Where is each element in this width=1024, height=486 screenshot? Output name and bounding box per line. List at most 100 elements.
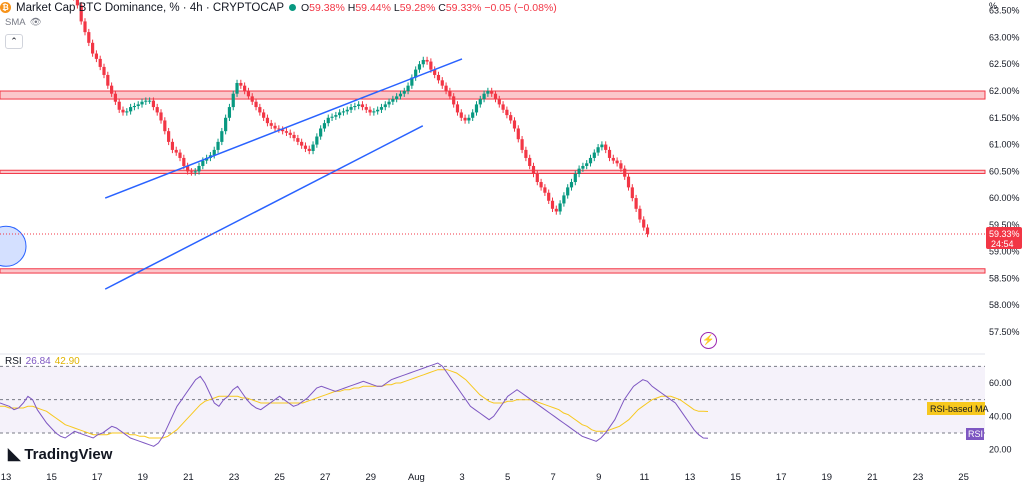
candle-body	[193, 171, 197, 173]
candle-body	[558, 203, 562, 212]
candle-body	[258, 107, 262, 113]
candle-body	[243, 85, 247, 92]
sma-indicator-label[interactable]: SMA 👁	[5, 17, 42, 28]
last-price-tag	[986, 226, 1022, 249]
market-status-icon	[289, 4, 296, 11]
candle-body	[490, 91, 494, 94]
candle-body	[600, 144, 604, 148]
candle-body	[581, 165, 585, 169]
candle-body	[596, 147, 600, 153]
candle-body	[246, 91, 251, 97]
candle-body	[91, 42, 95, 54]
candle-body	[296, 138, 300, 142]
time-tick-label: 19	[822, 472, 833, 483]
candle-body	[144, 100, 148, 102]
candle-body	[497, 99, 501, 105]
candle-body	[341, 111, 346, 113]
time-tick-label: 13	[685, 472, 696, 483]
candle-body	[383, 104, 387, 108]
candle-body	[486, 91, 490, 94]
candle-body	[322, 123, 327, 129]
candle-body	[611, 157, 615, 161]
candle-body	[113, 93, 118, 102]
channel-upper-line	[104, 58, 463, 199]
candle-body	[182, 157, 186, 166]
flash-icon[interactable]: ⚡	[700, 332, 717, 349]
candle-body	[235, 82, 239, 94]
candle-body	[189, 171, 194, 173]
symbol-title[interactable]: Market Cap BTC Dominance, % · 4h · CRYPT…	[16, 1, 284, 14]
candle-body	[79, 5, 83, 22]
candle-body	[288, 132, 292, 135]
candle-body	[364, 107, 368, 110]
candle-body	[623, 168, 627, 177]
candle-body	[554, 208, 558, 212]
price-tick-label: 59.00%	[989, 247, 1020, 257]
price-tick-label: 61.50%	[989, 113, 1020, 123]
collapse-legend-button[interactable]: ⌃	[5, 34, 23, 49]
rsi-legend[interactable]: RSI 26.84 42.90	[5, 356, 80, 367]
candle-body	[634, 198, 638, 209]
candle-body	[273, 125, 277, 129]
candle-body	[269, 123, 273, 126]
time-tick-label: Aug	[408, 472, 425, 483]
last-price-value: 59.33%	[989, 229, 1020, 239]
candle-body	[277, 128, 281, 130]
candle-body	[262, 112, 266, 118]
candle-body	[626, 176, 631, 188]
candle-body	[125, 111, 129, 113]
candle-body	[307, 148, 311, 151]
countdown-value: 24:54	[991, 239, 1014, 249]
candle-body	[425, 59, 429, 62]
time-tick-label: 17	[776, 472, 787, 483]
candle-body	[607, 149, 612, 158]
candle-body	[478, 99, 482, 105]
candle-body	[493, 93, 498, 100]
candle-body	[539, 182, 543, 188]
candle-body	[585, 163, 589, 166]
price-tick-label: 63.50%	[989, 6, 1020, 16]
time-tick-label: 7	[551, 472, 556, 483]
time-tick-label: 27	[320, 472, 331, 483]
candle-body	[83, 21, 87, 33]
candle-body	[284, 131, 289, 133]
candle-body	[239, 82, 243, 86]
candle-body	[387, 101, 391, 105]
candle-body	[132, 106, 137, 108]
candle-body	[372, 111, 376, 113]
candle-body	[94, 53, 99, 59]
candle-body	[433, 69, 437, 75]
highlight-circle	[0, 225, 27, 267]
price-axis: 63.50% 63.00% 62.50% 62.00% 61.50% 61.00% 60.5…	[986, 1, 1022, 337]
time-tick-label: 29	[366, 472, 377, 483]
time-tick-label: 19	[138, 472, 149, 483]
candle-body	[535, 174, 539, 183]
support-resistance-zones	[0, 90, 986, 274]
candle-body	[338, 112, 342, 116]
candle-body	[334, 115, 338, 117]
candle-body	[414, 69, 418, 78]
time-tick-label: 9	[596, 472, 601, 483]
price-tick-label: 62.50%	[989, 59, 1020, 69]
candle-body	[528, 157, 532, 166]
price-tick-label: 58.00%	[989, 300, 1020, 310]
time-tick-label: 11	[639, 472, 649, 483]
sr-zone-2	[0, 268, 986, 274]
candle-body	[440, 80, 444, 86]
rsi-tick-label: 40.00	[989, 411, 1012, 421]
candle-body	[474, 104, 479, 113]
rsi-ma-line	[0, 369, 709, 439]
channel-lower-line	[104, 125, 424, 290]
eye-icon[interactable]: 👁	[29, 17, 42, 28]
candle-body	[311, 144, 315, 151]
tradingview-logo: ◣ TradingView	[8, 445, 113, 464]
price-change: −0.05 (−0.08%)	[484, 1, 557, 14]
candle-body	[102, 66, 106, 75]
candle-body	[448, 91, 452, 97]
candle-body	[615, 160, 619, 164]
ohlc-readout: O59.38% H59.44% L59.28% C59.33% −0.05 (−…	[301, 1, 557, 14]
candle-body	[292, 134, 296, 139]
candle-body	[110, 85, 114, 94]
candle-body	[151, 100, 156, 108]
